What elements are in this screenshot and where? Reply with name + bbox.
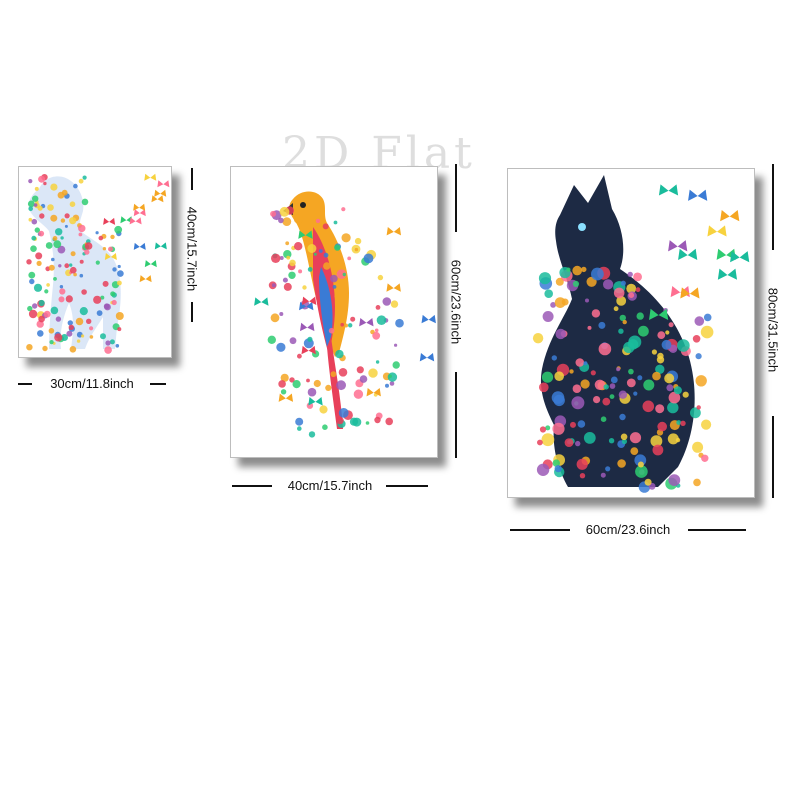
width-line-left	[18, 383, 32, 385]
height-line-top	[191, 168, 193, 190]
width-line-left	[510, 529, 570, 531]
parrot-width-label: 40cm/15.7inch	[287, 478, 373, 493]
width-line-left	[232, 485, 272, 487]
dog-width-label: 30cm/11.8inch	[50, 376, 134, 391]
parrot-height-label: 60cm/23.6inch	[448, 259, 464, 345]
canvas-panel-cat	[507, 168, 755, 498]
height-line-bottom	[772, 416, 774, 498]
dog-artwork	[26, 173, 170, 354]
cat-height-label: 80cm/31.5inch	[765, 287, 781, 373]
height-line-bottom	[455, 372, 457, 458]
canvas-panel-parrot	[230, 166, 438, 458]
cat-artwork	[532, 175, 750, 493]
parrot-artwork	[254, 191, 436, 438]
height-line-top	[772, 164, 774, 250]
width-line-right	[688, 529, 746, 531]
cat-width-label: 60cm/23.6inch	[585, 522, 671, 537]
canvas-panel-dog	[18, 166, 172, 358]
dog-height-label: 40cm/15.7inch	[184, 206, 200, 292]
height-line-bottom	[191, 302, 193, 322]
height-line-top	[455, 164, 457, 232]
width-line-right	[150, 383, 166, 385]
width-line-right	[386, 485, 428, 487]
